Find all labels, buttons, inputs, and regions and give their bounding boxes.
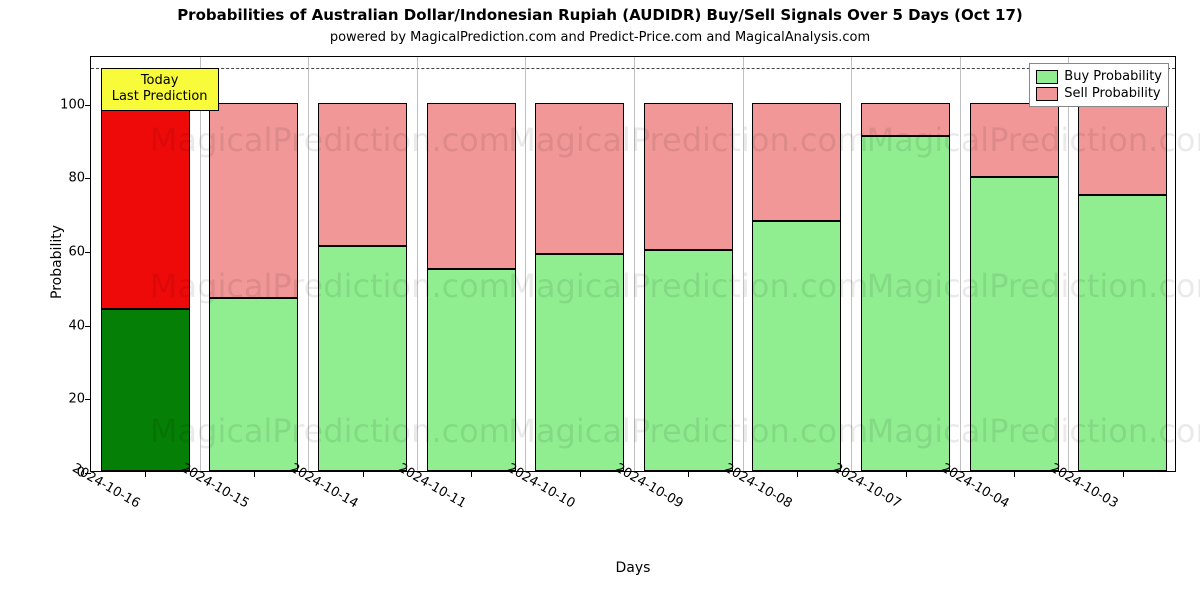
x-tick	[145, 471, 146, 477]
x-tick	[797, 471, 798, 477]
bar-group	[318, 103, 407, 471]
x-tick	[906, 471, 907, 477]
bar-sell	[644, 103, 733, 250]
bar-sell	[427, 103, 516, 269]
bar-buy	[752, 221, 841, 471]
bar-buy	[427, 269, 516, 471]
bar-group	[209, 103, 298, 471]
bar-sell	[318, 103, 407, 247]
figure: Probabilities of Australian Dollar/Indon…	[0, 0, 1200, 600]
bar-group	[101, 103, 190, 471]
bar-buy	[644, 250, 733, 471]
grid-line	[308, 57, 309, 471]
grid-line	[634, 57, 635, 471]
x-axis-label: Days	[90, 560, 1176, 576]
chart-title: Probabilities of Australian Dollar/Indon…	[0, 6, 1200, 24]
grid-line	[851, 57, 852, 471]
x-tick	[688, 471, 689, 477]
grid-line	[417, 57, 418, 471]
bar-group	[970, 103, 1059, 471]
legend-swatch	[1036, 87, 1058, 101]
reference-line	[91, 68, 1175, 69]
bar-sell	[861, 103, 950, 136]
x-tick	[1014, 471, 1015, 477]
legend-label: Buy Probability	[1064, 69, 1162, 84]
x-tick	[363, 471, 364, 477]
bar-buy	[861, 136, 950, 471]
bar-group	[535, 103, 624, 471]
bar-sell	[970, 103, 1059, 177]
bar-sell	[209, 103, 298, 298]
bar-sell	[1078, 103, 1167, 195]
bar-sell	[752, 103, 841, 221]
x-tick	[471, 471, 472, 477]
bar-buy	[1078, 195, 1167, 471]
y-tick-label: 100	[60, 97, 91, 112]
callout-line: Today	[112, 73, 208, 89]
bar-buy	[970, 177, 1059, 472]
x-tick	[580, 471, 581, 477]
bar-buy	[318, 246, 407, 471]
today-callout: TodayLast Prediction	[101, 68, 219, 111]
grid-line	[743, 57, 744, 471]
y-tick-label: 80	[68, 171, 91, 186]
legend-label: Sell Probability	[1064, 86, 1160, 101]
y-tick-label: 40	[68, 318, 91, 333]
bar-group	[752, 103, 841, 471]
chart-subtitle: powered by MagicalPrediction.com and Pre…	[0, 30, 1200, 45]
grid-line	[525, 57, 526, 471]
grid-line	[960, 57, 961, 471]
x-tick	[1123, 471, 1124, 477]
y-tick-label: 60	[68, 245, 91, 260]
legend-item: Buy Probability	[1036, 68, 1162, 85]
grid-line	[200, 57, 201, 471]
plot-area: 0204060801002024-10-162024-10-152024-10-…	[90, 56, 1176, 472]
callout-line: Last Prediction	[112, 89, 208, 105]
x-tick	[254, 471, 255, 477]
bar-buy	[209, 298, 298, 471]
bar-buy	[101, 309, 190, 471]
bar-sell	[535, 103, 624, 254]
bar-group	[861, 103, 950, 471]
legend-swatch	[1036, 70, 1058, 84]
y-axis-label: Probability	[49, 225, 65, 299]
y-tick-label: 20	[68, 392, 91, 407]
legend: Buy Probability Sell Probability	[1029, 63, 1169, 107]
bar-group	[1078, 103, 1167, 471]
legend-item: Sell Probability	[1036, 85, 1162, 102]
bar-sell	[101, 103, 190, 309]
bar-buy	[535, 254, 624, 471]
bar-group	[644, 103, 733, 471]
grid-line	[1068, 57, 1069, 471]
bar-group	[427, 103, 516, 471]
